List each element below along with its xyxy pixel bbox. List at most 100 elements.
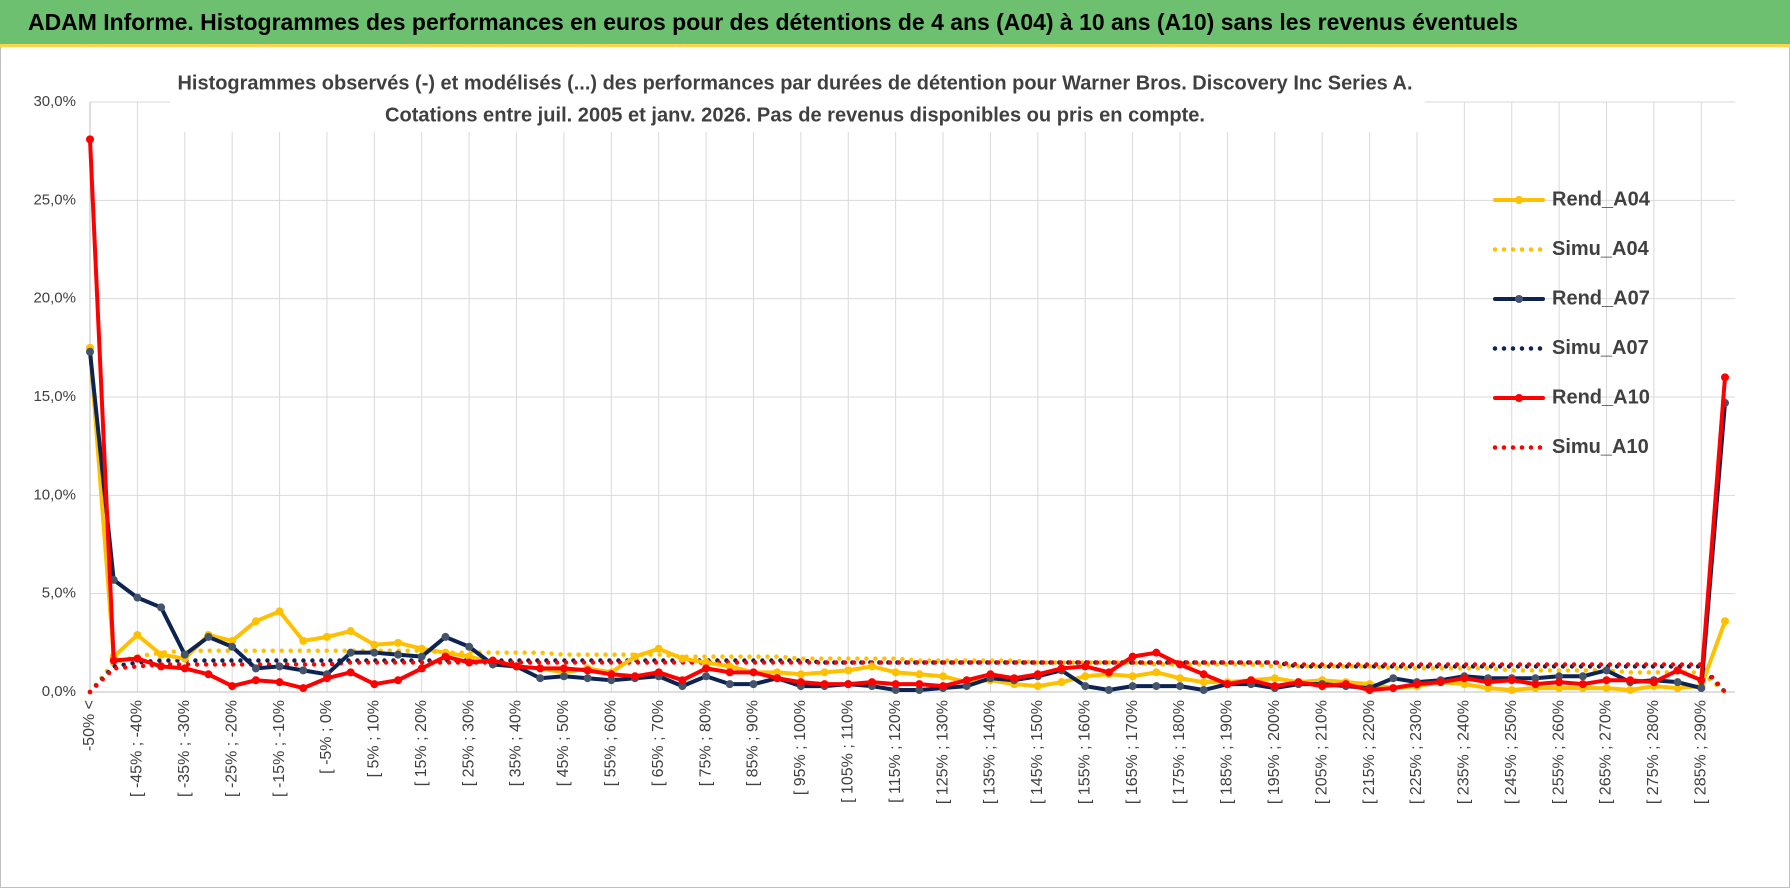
- point: [322, 632, 331, 641]
- point: [275, 607, 284, 616]
- point: [678, 682, 687, 691]
- x-tick-label: [ 25% ; 30%: [460, 700, 477, 786]
- x-tick-label: [ 235% ; 240%: [1456, 700, 1473, 804]
- point: [1010, 674, 1019, 683]
- point: [1057, 664, 1066, 673]
- point: [725, 668, 734, 677]
- point: [417, 644, 426, 653]
- x-tick-label: [ 195% ; 200%: [1266, 700, 1283, 804]
- point: [394, 638, 403, 647]
- point: [1341, 680, 1350, 689]
- x-tick-label: [ 255% ; 260%: [1550, 700, 1567, 804]
- point: [370, 640, 379, 649]
- point: [1389, 684, 1398, 693]
- point: [465, 642, 474, 651]
- point: [346, 648, 355, 657]
- point: [228, 682, 237, 691]
- point: [1247, 676, 1256, 685]
- x-tick-label: [ 215% ; 220%: [1361, 700, 1378, 804]
- point: [1412, 680, 1421, 689]
- point: [1176, 660, 1184, 669]
- point: [1673, 678, 1682, 687]
- point: [1033, 670, 1042, 679]
- plot: 0,0% 5,0% 10,0% 15,0% 20,0% 25,0% 30,0% -50% < […: [33, 93, 1735, 804]
- point: [725, 662, 734, 671]
- x-tick-label: [ 45% ; 50%: [555, 700, 572, 786]
- point: [1460, 674, 1469, 683]
- point: [370, 680, 379, 689]
- x-tick-label: [ 275% ; 280%: [1645, 700, 1662, 804]
- point: [204, 670, 213, 679]
- point: [962, 676, 971, 685]
- legend-marker: [1515, 295, 1523, 303]
- observed-line: [88, 345, 1727, 693]
- x-tick-label: [ 75% ; 80%: [697, 700, 714, 786]
- point: [1555, 684, 1564, 693]
- x-tick-label: [ 105% ; 110%: [839, 700, 856, 803]
- point: [844, 680, 853, 689]
- x-tick-label: [ 165% ; 170%: [1124, 700, 1141, 804]
- point: [512, 662, 521, 671]
- point: [867, 662, 876, 671]
- point: [536, 674, 545, 683]
- point: [1626, 676, 1635, 685]
- x-tick-label: [ 115% ; 120%: [887, 700, 904, 803]
- point: [536, 664, 545, 673]
- point: [654, 668, 663, 677]
- point: [891, 686, 900, 695]
- point: [394, 676, 403, 685]
- point: [275, 662, 284, 671]
- x-tick-label: [ 65% ; 70%: [650, 700, 667, 786]
- point: [773, 668, 782, 677]
- point: [1270, 682, 1279, 691]
- x-tick-label: [ 85% ; 90%: [745, 700, 762, 786]
- point: [394, 650, 403, 659]
- y-tick-label: 10,0%: [33, 486, 76, 503]
- x-tick-label: [ 205% ; 210%: [1313, 700, 1330, 804]
- y-tick-label: 15,0%: [33, 388, 76, 405]
- point: [1555, 678, 1564, 687]
- point: [157, 650, 166, 659]
- point: [1365, 686, 1374, 695]
- point: [1128, 672, 1137, 681]
- point: [1318, 682, 1327, 691]
- point: [1152, 648, 1161, 657]
- point: [1602, 666, 1611, 675]
- x-tick-label: [ 5% ; 10%: [366, 700, 383, 777]
- point: [725, 680, 734, 689]
- x-tick-label: [ 225% ; 230%: [1408, 700, 1425, 804]
- point: [1673, 666, 1682, 675]
- point: [844, 666, 853, 675]
- point: [749, 668, 758, 677]
- chart-subtitle: Cotations entre juil. 2005 et janv. 2026…: [385, 104, 1205, 126]
- point: [133, 654, 142, 663]
- point: [1057, 678, 1066, 687]
- x-tick-label: [ 185% ; 190%: [1219, 700, 1236, 804]
- point: [251, 664, 260, 673]
- point: [749, 680, 758, 689]
- x-tick-label: [ 265% ; 270%: [1598, 700, 1615, 804]
- simulated-line: [87, 660, 1728, 695]
- point: [702, 664, 711, 673]
- point: [796, 678, 805, 687]
- x-tick-label: [ 15% ; 20%: [413, 700, 430, 786]
- point: [559, 672, 568, 681]
- point: [867, 678, 876, 687]
- point: [228, 636, 237, 645]
- point: [417, 664, 426, 673]
- point: [417, 652, 426, 661]
- x-tick-label: [ 145% ; 150%: [1029, 700, 1046, 804]
- x-tick-label: [ -35% ; -30%: [176, 700, 193, 797]
- point: [678, 676, 687, 685]
- point: [1602, 676, 1611, 685]
- point: [891, 668, 900, 677]
- point: [1484, 678, 1493, 687]
- page-title: ADAM Informe. Histogrammes des performan…: [28, 9, 1518, 35]
- x-tick-label: [ 155% ; 160%: [1076, 700, 1093, 804]
- point: [607, 670, 616, 679]
- point: [1294, 678, 1303, 687]
- point: [228, 642, 237, 651]
- x-tick-label: [ 95% ; 100%: [792, 700, 809, 795]
- point: [583, 674, 592, 683]
- point: [346, 668, 355, 677]
